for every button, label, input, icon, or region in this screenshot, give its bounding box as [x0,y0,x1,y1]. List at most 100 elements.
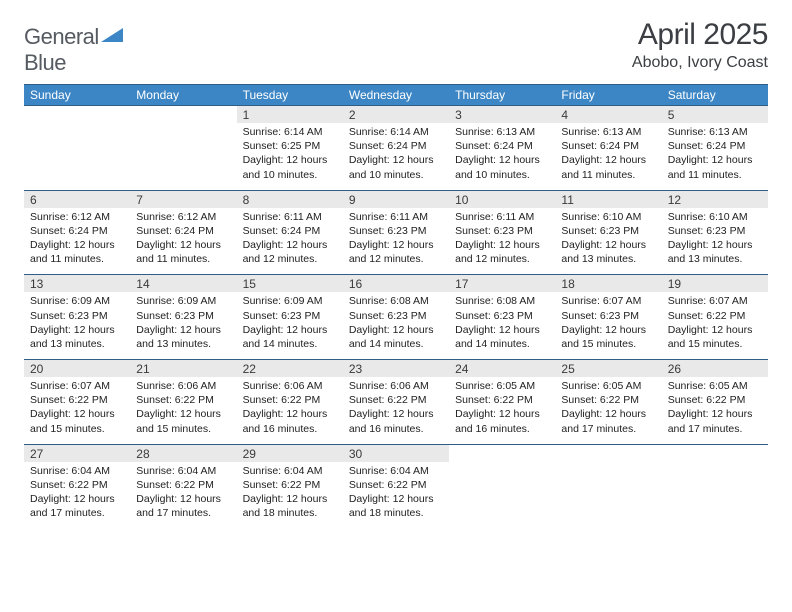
sunrise-line: Sunrise: 6:08 AM [349,295,429,307]
day-number: 15 [237,275,343,293]
sunrise-line: Sunrise: 6:14 AM [243,126,323,138]
weekday-header: Friday [555,85,661,106]
day-number: 11 [555,190,661,208]
sunset-line: Sunset: 6:24 PM [455,140,533,152]
sunrise-line: Sunrise: 6:09 AM [136,295,216,307]
sunrise-line: Sunrise: 6:05 AM [668,380,748,392]
sunset-line: Sunset: 6:22 PM [668,394,746,406]
daylight-line: Daylight: 12 hours and 16 minutes. [455,408,540,434]
day-cell: Sunrise: 6:07 AMSunset: 6:22 PMDaylight:… [24,377,130,444]
weekday-header: Sunday [24,85,130,106]
day-number: 24 [449,360,555,378]
daylight-line: Daylight: 12 hours and 12 minutes. [349,239,434,265]
sunrise-line: Sunrise: 6:07 AM [668,295,748,307]
day-cell: Sunrise: 6:13 AMSunset: 6:24 PMDaylight:… [662,123,768,190]
sunrise-line: Sunrise: 6:11 AM [243,211,322,223]
daylight-line: Daylight: 12 hours and 16 minutes. [243,408,328,434]
day-number: 8 [237,190,343,208]
day-cell: Sunrise: 6:05 AMSunset: 6:22 PMDaylight:… [449,377,555,444]
sunset-line: Sunset: 6:23 PM [30,310,108,322]
day-cell: Sunrise: 6:04 AM Sunset: 6:22 PM Daylight:… [24,462,130,529]
day-cell: Sunrise: 6:06 AMSunset: 6:22 PMDaylight:… [237,377,343,444]
day-cell: Sunrise: 6:09 AMSunset: 6:23 PMDaylight:… [130,292,236,359]
sunset-line: Sunset: 6:23 PM [349,310,427,322]
day-number: 2 [343,106,449,124]
sunset-line: Sunset: 6:23 PM [455,225,533,237]
sunset-line: Sunset: 6:24 PM [243,225,321,237]
day-cell: Sunrise: 6:11 AMSunset: 6:23 PMDaylight:… [449,208,555,275]
sunset-line: Sunset: 6:22 PM [30,394,108,406]
day-number: 1 [237,106,343,124]
day-cell: Sunrise: 6:11 AM Sunset: 6:23 PM Daylight:… [343,208,449,275]
sunrise-line: Sunrise: 6:09 AM [243,295,323,307]
day-cell: Sunrise: 6:10 AM Sunset: 6:23 PM Daylight:… [662,208,768,275]
sunrise-line: Sunrise: 6:08 AM [455,295,535,307]
day-cell: Sunrise: 6:04 AMSunset: 6:22 PMDaylight:… [237,462,343,529]
sunset-line: Sunset: 6:23 PM [668,225,746,237]
daylight-line: Daylight: 12 hours and 14 minutes. [455,324,540,350]
sunrise-line: Sunrise: 6:04 AM [243,465,323,477]
sunrise-line: Sunrise: 6:04 AM [30,465,110,477]
sunset-line: Sunset: 6:24 PM [349,140,427,152]
day-cell: Sunrise: 6:04 AMSunset: 6:22 PMDaylight:… [343,462,449,529]
sunset-line: Sunset: 6:24 PM [136,225,214,237]
daylight-line: Daylight: 12 hours and 15 minutes. [136,408,221,434]
daylight-line: Daylight: 12 hours and 18 minutes. [243,493,328,519]
sunrise-line: Sunrise: 6:12 AM [30,211,110,223]
sunset-line: Sunset: 6:22 PM [243,394,321,406]
daylight-line: Daylight: 12 hours and 10 minutes. [455,154,540,180]
day-number: 28 [130,444,236,462]
day-cell: Sunrise: 6:08 AM Sunset: 6:23 PM Daylight:… [449,292,555,359]
sunset-line: Sunset: 6:23 PM [349,225,427,237]
day-number: 20 [24,360,130,378]
day-cell: Sunrise: 6:07 AMSunset: 6:22 PMDaylight:… [662,292,768,359]
day-number: 14 [130,275,236,293]
logo-word-1: General [24,24,99,49]
sunset-line: Sunset: 6:24 PM [668,140,746,152]
location-label: Abobo, Ivory Coast [632,54,768,72]
daylight-line: Daylight: 12 hours and 17 minutes. [561,408,646,434]
weekday-header: Thursday [449,85,555,106]
daylight-line: Daylight: 12 hours and 16 minutes. [349,408,434,434]
sunset-line: Sunset: 6:23 PM [455,310,533,322]
sunrise-line: Sunrise: 6:13 AM [561,126,641,138]
sunset-line: Sunset: 6:22 PM [30,479,108,491]
weekday-header: Monday [130,85,236,106]
day-number: 27 [24,444,130,462]
sunrise-line: Sunrise: 6:11 AM [349,211,428,223]
day-number: 25 [555,360,661,378]
daylight-line: Daylight: 12 hours and 12 minutes. [243,239,328,265]
day-number: 22 [237,360,343,378]
day-number: 26 [662,360,768,378]
day-cell: Sunrise: 6:10 AMSunset: 6:23 PMDaylight:… [555,208,661,275]
logo-text: General Blue [24,24,123,76]
day-cell: Sunrise: 6:06 AMSunset: 6:22 PMDaylight:… [130,377,236,444]
day-number: 30 [343,444,449,462]
day-cell: Sunrise: 6:14 AM Sunset: 6:24 PM Daylight:… [343,123,449,190]
sunrise-line: Sunrise: 6:14 AM [349,126,429,138]
day-number: 7 [130,190,236,208]
daylight-line: Daylight: 12 hours and 17 minutes. [30,493,115,519]
day-cell: Sunrise: 6:08 AMSunset: 6:23 PMDaylight:… [343,292,449,359]
daylight-line: Daylight: 12 hours and 15 minutes. [668,324,753,350]
daylight-line: Daylight: 12 hours and 13 minutes. [668,239,753,265]
sunrise-line: Sunrise: 6:10 AM [668,211,748,223]
month-title: April 2025 [632,18,768,52]
daylight-line: Daylight: 12 hours and 17 minutes. [136,493,221,519]
day-number: 3 [449,106,555,124]
empty-day [24,106,130,124]
daylight-line: Daylight: 12 hours and 10 minutes. [349,154,434,180]
daylight-line: Daylight: 12 hours and 11 minutes. [668,154,753,180]
sunset-line: Sunset: 6:22 PM [136,479,214,491]
sunrise-line: Sunrise: 6:05 AM [455,380,535,392]
empty-cell [24,123,130,190]
day-cell: Sunrise: 6:12 AMSunset: 6:24 PMDaylight:… [24,208,130,275]
daylight-line: Daylight: 12 hours and 15 minutes. [561,324,646,350]
day-number: 18 [555,275,661,293]
day-number: 29 [237,444,343,462]
day-cell: Sunrise: 6:09 AMSunset: 6:23 PMDaylight:… [237,292,343,359]
sunset-line: Sunset: 6:25 PM [243,140,321,152]
logo-word-2: Blue [24,50,66,76]
sunset-line: Sunset: 6:22 PM [561,394,639,406]
day-cell: Sunrise: 6:07 AMSunset: 6:23 PMDaylight:… [555,292,661,359]
